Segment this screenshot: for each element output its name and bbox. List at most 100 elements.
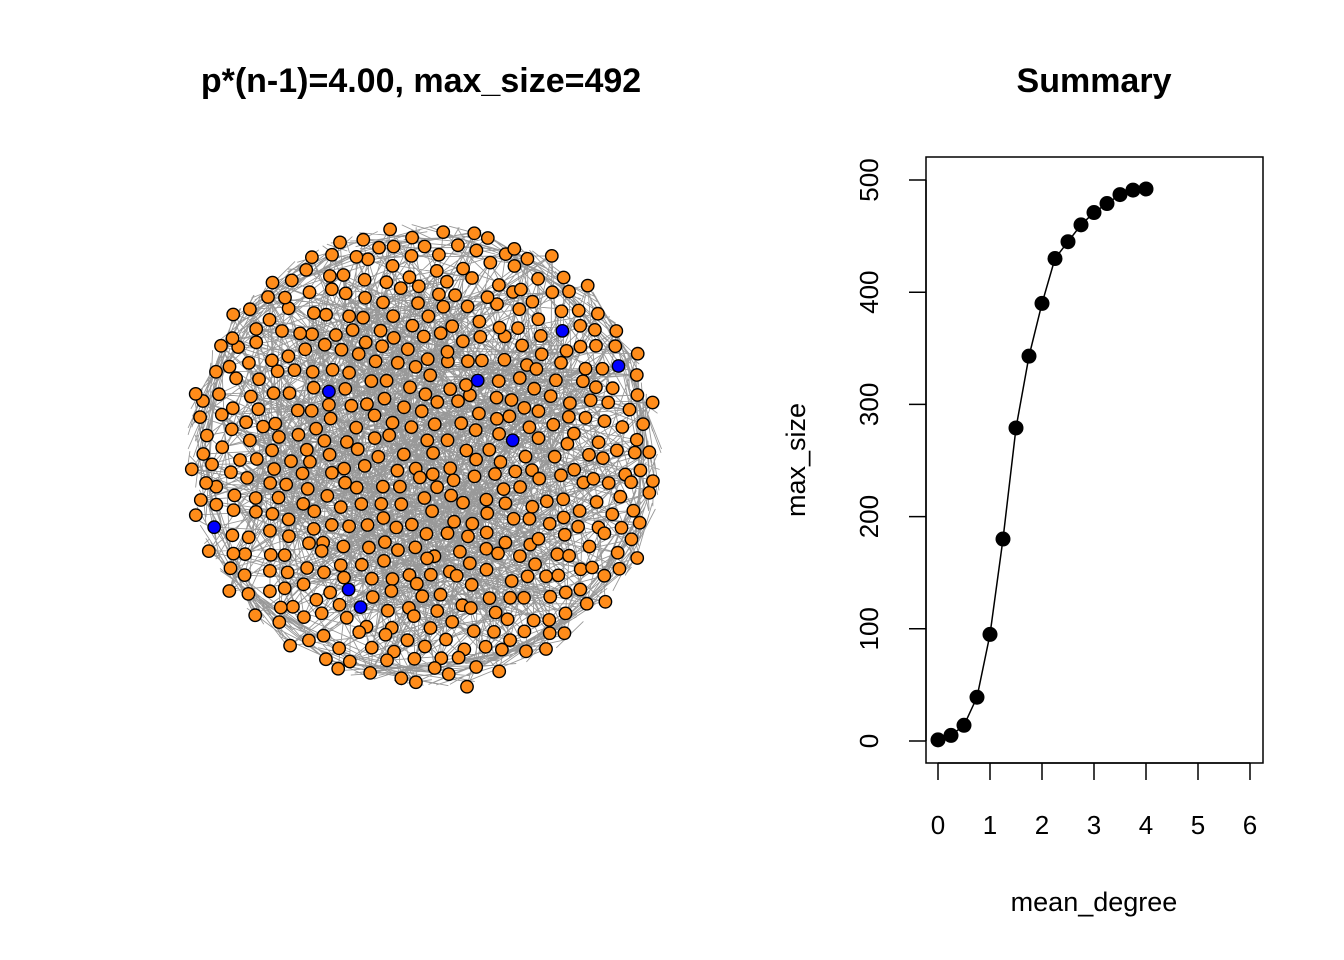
network-node [578, 361, 593, 376]
network-node [271, 490, 286, 505]
network-node [383, 222, 397, 237]
network-node [507, 259, 522, 273]
data-point [1021, 348, 1037, 364]
data-point [1086, 205, 1102, 221]
network-node [582, 447, 596, 462]
network-node [494, 642, 509, 657]
network-panel: p*(n-1)=4.00, max_size=492 [184, 62, 663, 694]
network-node [351, 347, 366, 361]
summary-title: Summary [1017, 62, 1172, 100]
network-node [464, 577, 479, 592]
network-node [214, 338, 228, 353]
network-node [573, 339, 588, 354]
network-node [491, 278, 506, 292]
network-node [482, 442, 497, 457]
network-node [403, 380, 417, 395]
network-node [489, 390, 504, 405]
network-node [333, 235, 347, 250]
network-node [305, 327, 319, 342]
network-node [380, 653, 394, 668]
network-node [545, 285, 560, 300]
network-node [528, 557, 542, 572]
network-node [390, 355, 405, 370]
network-node [408, 675, 423, 690]
network-node [350, 442, 365, 457]
network-node [223, 561, 238, 576]
network-node [386, 309, 400, 323]
network-node [266, 386, 281, 400]
network-node [465, 516, 480, 531]
network-node [305, 364, 320, 379]
network-node [385, 572, 400, 586]
network-node [205, 457, 219, 472]
network-node [480, 231, 495, 245]
network-node [447, 514, 461, 529]
network-node [345, 323, 360, 337]
network-node [248, 491, 263, 505]
network-node [615, 420, 630, 434]
network-node [337, 570, 351, 585]
network-node [456, 495, 470, 510]
network-node [571, 303, 586, 318]
network-node [517, 590, 531, 605]
network-node [404, 517, 419, 532]
network-node [446, 473, 461, 488]
network-node [265, 443, 279, 458]
network-node [425, 467, 440, 482]
network-node [632, 515, 647, 530]
network-node [589, 495, 604, 509]
network-node [363, 666, 378, 680]
network-node [498, 496, 513, 511]
network-node [529, 362, 544, 376]
network-node [417, 491, 432, 505]
network-node [222, 359, 237, 374]
network-node [319, 307, 333, 322]
network-node [451, 394, 465, 408]
network-node [504, 393, 519, 407]
network-node [465, 271, 479, 285]
network-node [629, 368, 644, 382]
network-node [430, 604, 445, 618]
network-node [514, 282, 528, 297]
network-node [542, 613, 557, 627]
network-node [443, 461, 458, 476]
network-node [527, 381, 542, 396]
network-node [503, 590, 518, 605]
network-node [573, 582, 588, 597]
network-node [576, 374, 590, 389]
network-node [378, 627, 393, 642]
network-node [489, 411, 504, 426]
network-node [456, 261, 470, 276]
network-node [212, 387, 226, 402]
network-node [549, 373, 563, 388]
network-node [517, 624, 532, 639]
network-node [302, 536, 316, 551]
network-node [488, 467, 502, 481]
network-node [420, 433, 435, 448]
network-node [474, 353, 489, 368]
network-node [281, 512, 296, 527]
network-node [420, 551, 434, 566]
network-node [201, 544, 216, 558]
network-node [256, 419, 270, 434]
network-node [287, 363, 302, 377]
network-node [612, 561, 627, 576]
network-node [588, 322, 602, 337]
network-node [445, 319, 460, 334]
network-node [400, 342, 415, 357]
network-node [460, 354, 475, 369]
network-node [357, 458, 372, 473]
network-node [358, 335, 373, 350]
network-node [386, 330, 401, 345]
network-node [283, 638, 297, 653]
network-node [554, 304, 569, 319]
network-node [559, 343, 574, 358]
network-node [199, 428, 214, 443]
network-node [293, 326, 307, 341]
network-node [420, 352, 435, 366]
network-node [450, 238, 465, 253]
network-node [443, 382, 458, 396]
network-node [492, 664, 507, 679]
network-node [229, 371, 244, 386]
network-node [431, 247, 446, 262]
